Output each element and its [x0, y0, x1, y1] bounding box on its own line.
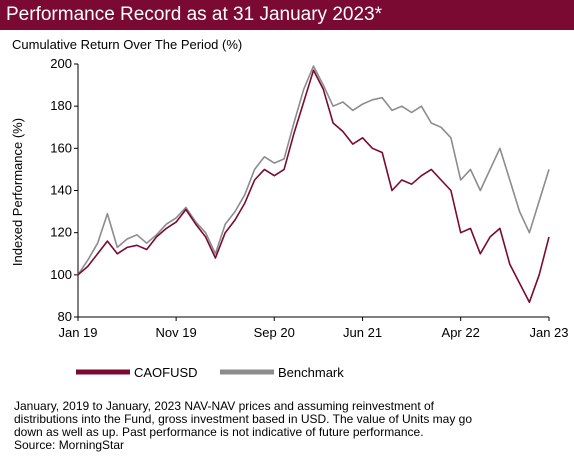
chart-series: [77, 65, 550, 303]
performance-chart: 80 100 120 140 160 180 200 Jan 19 Nov 19 Sep 20 Ju…: [10, 56, 569, 380]
footnote-line: down as well as up. Past performance is …: [14, 425, 424, 439]
chart-axes: 80 100 120 140 160 180 200 Jan 19 Nov 19 Sep 20 Ju…: [50, 56, 568, 340]
y-tick-label: 80: [58, 309, 72, 324]
footnote-line: January, 2019 to January, 2023 NAV-NAV p…: [14, 399, 434, 413]
y-tick-label: 120: [50, 225, 72, 240]
x-tick-label: Jan 23: [529, 325, 568, 340]
x-tick-label: Sep 20: [254, 325, 295, 340]
footnote-line: Source: MorningStar: [14, 438, 125, 452]
y-tick-label: 200: [50, 56, 72, 71]
footnote: January, 2019 to January, 2023 NAV-NAV p…: [14, 400, 574, 452]
y-tick-label: 180: [50, 98, 72, 113]
y-tick-label: 140: [50, 183, 72, 198]
series-line-benchmark: [77, 65, 550, 276]
page-title: Performance Record as at 31 January 2023…: [0, 0, 574, 30]
legend-label: Benchmark: [278, 365, 344, 380]
series-line-caofusd: [77, 69, 550, 303]
x-tick-label: Jun 21: [343, 325, 382, 340]
y-tick-label: 160: [50, 140, 72, 155]
x-tick-label: Apr 22: [442, 325, 480, 340]
y-tick-label: 100: [50, 267, 72, 282]
x-tick-label: Jan 19: [58, 325, 97, 340]
footnote-line: distributions into the Fund, gross inves…: [14, 412, 473, 426]
chart-title: Cumulative Return Over The Period (%): [12, 37, 243, 52]
chart-legend: CAOFUSD Benchmark: [76, 365, 344, 380]
legend-label: CAOFUSD: [134, 365, 198, 380]
y-axis-label: Indexed Performance (%): [10, 118, 25, 266]
x-tick-label: Nov 19: [156, 325, 197, 340]
